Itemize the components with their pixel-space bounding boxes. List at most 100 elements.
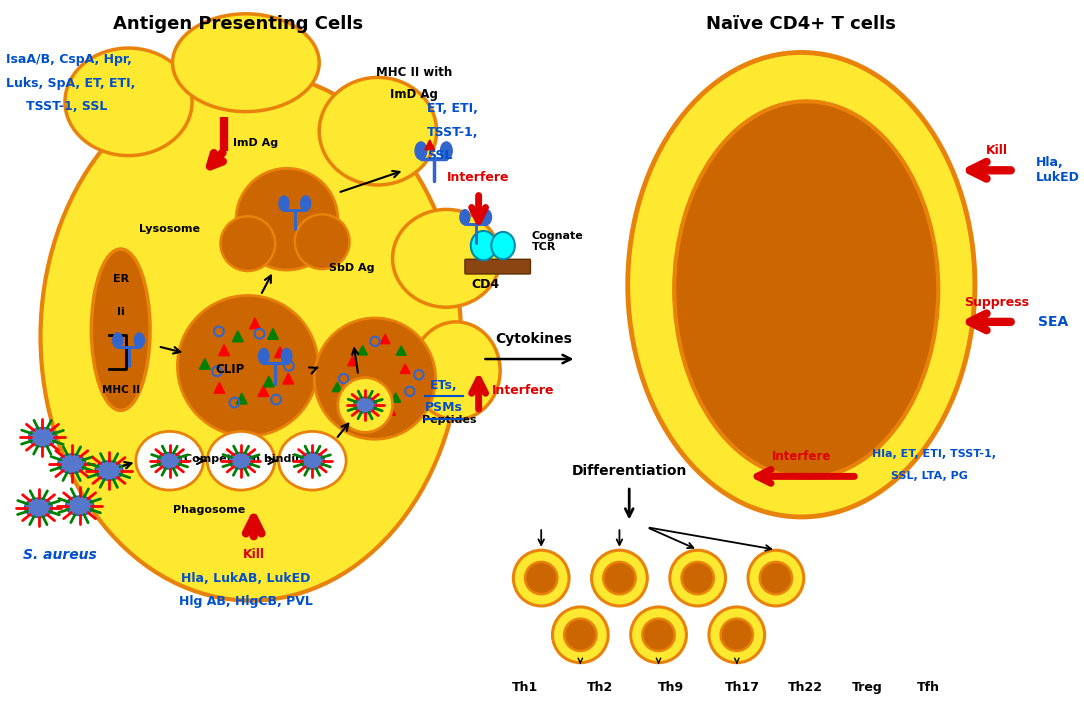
Text: S. aureus: S. aureus xyxy=(23,548,96,562)
Text: Antigen Presenting Cells: Antigen Presenting Cells xyxy=(113,14,363,32)
Circle shape xyxy=(682,562,713,594)
Text: Competition binding: Competition binding xyxy=(184,454,311,464)
Ellipse shape xyxy=(207,431,274,490)
Ellipse shape xyxy=(491,232,515,260)
Text: Hlg AB, HlgCB, PVL: Hlg AB, HlgCB, PVL xyxy=(179,595,313,608)
Text: Kill: Kill xyxy=(986,144,1008,157)
Polygon shape xyxy=(199,358,210,369)
Text: SSL: SSL xyxy=(427,149,452,162)
Text: ETs,: ETs, xyxy=(429,379,457,392)
Circle shape xyxy=(295,214,349,269)
Text: Th2: Th2 xyxy=(586,681,614,694)
Text: TSST-1, SSL: TSST-1, SSL xyxy=(26,100,107,113)
Ellipse shape xyxy=(91,249,150,410)
Circle shape xyxy=(514,550,569,606)
Ellipse shape xyxy=(40,73,461,601)
Text: Luks, SpA, ET, ETI,: Luks, SpA, ET, ETI, xyxy=(7,76,135,89)
Text: Th9: Th9 xyxy=(658,681,684,694)
Text: Th17: Th17 xyxy=(725,681,760,694)
Ellipse shape xyxy=(28,428,56,447)
Ellipse shape xyxy=(440,142,452,159)
Text: TSST-1,: TSST-1, xyxy=(427,125,478,138)
Polygon shape xyxy=(268,329,279,340)
Ellipse shape xyxy=(412,322,500,420)
Polygon shape xyxy=(397,346,406,355)
Polygon shape xyxy=(380,335,390,344)
Text: MHC II with: MHC II with xyxy=(376,66,452,79)
Text: Hla, ET, ETI, TSST-1,: Hla, ET, ETI, TSST-1, xyxy=(872,449,996,459)
Polygon shape xyxy=(263,376,274,387)
Text: IsaA/B, CspA, Hpr,: IsaA/B, CspA, Hpr, xyxy=(7,53,132,66)
Text: Interfere: Interfere xyxy=(492,384,555,397)
Ellipse shape xyxy=(279,431,346,490)
Ellipse shape xyxy=(65,48,192,156)
Text: CD4: CD4 xyxy=(472,278,500,291)
Text: Phagosome: Phagosome xyxy=(172,505,245,515)
Text: Hla,
LukED: Hla, LukED xyxy=(1036,156,1080,185)
Text: Ii: Ii xyxy=(117,307,125,317)
Ellipse shape xyxy=(300,452,324,469)
Ellipse shape xyxy=(66,496,93,516)
Text: SSL, LTA, PG: SSL, LTA, PG xyxy=(891,472,968,482)
Ellipse shape xyxy=(258,348,269,364)
Text: Differentiation: Differentiation xyxy=(571,464,687,477)
Polygon shape xyxy=(333,382,343,392)
Polygon shape xyxy=(236,393,247,404)
Polygon shape xyxy=(425,140,435,150)
Text: ImD Ag: ImD Ag xyxy=(390,89,438,102)
Ellipse shape xyxy=(134,333,144,348)
Ellipse shape xyxy=(319,77,437,185)
Text: MHC II: MHC II xyxy=(102,385,140,395)
Text: ImD Ag: ImD Ag xyxy=(233,138,279,148)
Text: Hla, LukAB, LukED: Hla, LukAB, LukED xyxy=(181,572,310,585)
Ellipse shape xyxy=(282,348,292,364)
Circle shape xyxy=(564,619,596,651)
Text: ET, ETI,: ET, ETI, xyxy=(427,102,478,115)
Polygon shape xyxy=(346,397,356,406)
Polygon shape xyxy=(274,347,285,358)
Circle shape xyxy=(631,607,686,663)
Polygon shape xyxy=(391,393,401,402)
Ellipse shape xyxy=(481,210,491,225)
Text: PSMs: PSMs xyxy=(425,402,463,415)
Ellipse shape xyxy=(628,53,975,517)
Text: Th1: Th1 xyxy=(512,681,538,694)
Polygon shape xyxy=(348,356,358,366)
Ellipse shape xyxy=(674,102,939,478)
Ellipse shape xyxy=(25,498,52,518)
FancyBboxPatch shape xyxy=(465,260,530,274)
Polygon shape xyxy=(386,406,396,415)
Circle shape xyxy=(314,318,436,439)
Circle shape xyxy=(748,550,803,606)
Text: Interfere: Interfere xyxy=(448,171,509,184)
Circle shape xyxy=(220,216,275,271)
Circle shape xyxy=(670,550,725,606)
Polygon shape xyxy=(214,382,224,393)
Ellipse shape xyxy=(470,231,496,260)
Polygon shape xyxy=(219,345,230,355)
Text: Interfere: Interfere xyxy=(772,451,831,464)
Text: Treg: Treg xyxy=(852,681,882,694)
Text: CLIP: CLIP xyxy=(216,363,245,376)
Polygon shape xyxy=(249,318,260,329)
Circle shape xyxy=(709,607,764,663)
Text: ER: ER xyxy=(113,274,129,284)
Circle shape xyxy=(592,550,647,606)
Ellipse shape xyxy=(157,452,182,469)
Circle shape xyxy=(721,619,753,651)
Polygon shape xyxy=(258,386,269,397)
Polygon shape xyxy=(358,345,367,355)
Ellipse shape xyxy=(353,397,376,413)
Text: Suppress: Suppress xyxy=(965,296,1030,309)
Polygon shape xyxy=(283,373,294,384)
Text: Naïve CD4+ T cells: Naïve CD4+ T cells xyxy=(707,14,896,32)
Circle shape xyxy=(178,296,319,436)
Ellipse shape xyxy=(172,14,319,112)
Polygon shape xyxy=(232,331,243,342)
Circle shape xyxy=(643,619,674,651)
Text: SEA: SEA xyxy=(1038,315,1068,329)
Circle shape xyxy=(525,562,557,594)
Text: Tfh: Tfh xyxy=(917,681,940,694)
Text: Th22: Th22 xyxy=(788,681,823,694)
Ellipse shape xyxy=(229,452,253,469)
